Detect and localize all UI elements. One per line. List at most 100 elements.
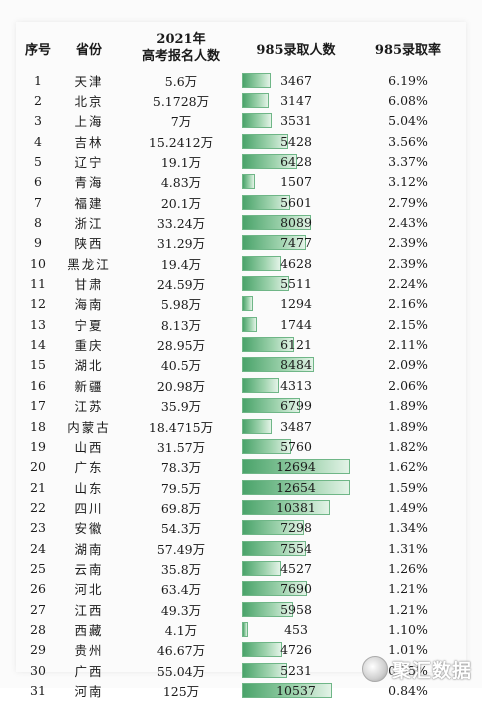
rate-cell: 3.56% <box>388 133 428 149</box>
admitted-value: 6428 <box>280 154 312 170</box>
admitted-bar <box>242 601 293 617</box>
admitted-bar <box>242 174 255 190</box>
admitted-bar <box>242 133 288 149</box>
table-row: 19 山西 31.57万 5760 1.82% <box>20 436 464 456</box>
header-rate: 985录取率 <box>374 42 442 58</box>
rate-cell: 1.49% <box>388 499 428 515</box>
admitted-value: 3531 <box>280 113 312 129</box>
rate-cell: 2.39% <box>388 255 428 271</box>
rate-cell: 6.08% <box>388 93 428 109</box>
rank-cell: 8 <box>34 215 42 231</box>
applicants-cell: 4.1万 <box>164 622 198 638</box>
admitted-cell: 10381 <box>240 499 352 516</box>
rate-cell: 1.89% <box>388 418 428 434</box>
rate-cell: 2.09% <box>388 357 428 373</box>
admitted-value: 5601 <box>280 194 312 210</box>
admitted-cell: 4726 <box>240 641 352 658</box>
admitted-bar <box>242 296 253 312</box>
rate-cell: 2.16% <box>388 296 428 312</box>
admitted-bar <box>242 154 297 170</box>
admitted-cell: 3467 <box>240 72 352 89</box>
rank-cell: 26 <box>30 581 46 597</box>
admitted-value: 3487 <box>280 418 312 434</box>
table-row: 11 甘肃 24.59万 5511 2.24% <box>20 273 464 293</box>
rate-cell: 2.43% <box>388 215 428 231</box>
admitted-cell: 5428 <box>240 133 352 150</box>
admitted-cell: 1507 <box>240 173 352 190</box>
admitted-cell: 12654 <box>240 479 352 496</box>
rate-cell: 1.82% <box>388 438 428 454</box>
admitted-bar <box>242 337 294 353</box>
admitted-value: 5231 <box>280 662 312 678</box>
province-cell: 山东 <box>74 480 104 496</box>
table-row: 4 吉林 15.2412万 5428 3.56% <box>20 131 464 151</box>
rank-cell: 6 <box>34 174 42 190</box>
admitted-value: 7477 <box>280 235 312 251</box>
admitted-cell: 8089 <box>240 214 352 231</box>
table-row: 12 海南 5.98万 1294 2.16% <box>20 294 464 314</box>
admitted-cell: 453 <box>240 621 352 638</box>
admitted-value: 4726 <box>280 642 312 658</box>
rank-cell: 5 <box>34 154 42 170</box>
table-row: 25 云南 35.8万 4527 1.26% <box>20 558 464 578</box>
rank-cell: 13 <box>30 316 46 332</box>
rank-cell: 15 <box>30 357 46 373</box>
table-row: 28 西藏 4.1万 453 1.10% <box>20 619 464 639</box>
rate-cell: 1.01% <box>388 642 428 658</box>
rank-cell: 17 <box>30 398 46 414</box>
table-row: 16 新疆 20.98万 4313 2.06% <box>20 375 464 395</box>
province-cell: 云南 <box>74 561 104 577</box>
table-row: 3 上海 7万 3531 5.04% <box>20 111 464 131</box>
table-row: 27 江西 49.3万 5958 1.21% <box>20 599 464 619</box>
table-row: 21 山东 79.5万 12654 1.59% <box>20 477 464 497</box>
admitted-cell: 4313 <box>240 377 352 394</box>
province-cell: 湖北 <box>74 358 104 374</box>
applicants-cell: 5.98万 <box>160 297 202 313</box>
admitted-bar <box>242 438 291 454</box>
rate-cell: 1.59% <box>388 479 428 495</box>
table-row: 9 陕西 31.29万 7477 2.39% <box>20 233 464 253</box>
applicants-cell: 57.49万 <box>156 541 206 557</box>
admitted-bar <box>242 479 350 495</box>
province-cell: 辽宁 <box>74 155 104 171</box>
rank-cell: 24 <box>30 540 46 556</box>
rate-cell: 6.19% <box>388 72 428 88</box>
province-cell: 安徽 <box>74 521 104 537</box>
province-cell: 广西 <box>74 663 104 679</box>
applicants-cell: 20.1万 <box>160 195 202 211</box>
admitted-bar <box>242 235 306 251</box>
province-cell: 浙江 <box>74 216 104 232</box>
admitted-value: 4527 <box>280 560 312 576</box>
admitted-bar <box>242 560 281 576</box>
admitted-bar <box>242 377 279 393</box>
admission-table: 序号 省份 2021年 高考报名人数 985录取人数 985录取率 1 天津 5.6… <box>20 26 464 701</box>
admitted-cell: 5958 <box>240 601 352 618</box>
province-cell: 黑龙江 <box>67 256 111 272</box>
province-cell: 陕西 <box>74 236 104 252</box>
province-cell: 北京 <box>74 94 104 110</box>
table-header: 序号 省份 2021年 高考报名人数 985录取人数 985录取率 <box>20 26 464 70</box>
rate-cell: 1.10% <box>388 621 428 637</box>
rank-cell: 2 <box>34 93 42 109</box>
rank-cell: 16 <box>30 377 46 393</box>
table-row: 10 黑龙江 19.4万 4628 2.39% <box>20 253 464 273</box>
admitted-value: 453 <box>284 621 308 637</box>
applicants-cell: 63.4万 <box>160 582 202 598</box>
applicants-cell: 5.1728万 <box>152 94 210 110</box>
rate-cell: 2.06% <box>388 377 428 393</box>
province-cell: 湖南 <box>74 541 104 557</box>
rate-cell: 2.39% <box>388 235 428 251</box>
province-cell: 西藏 <box>74 622 104 638</box>
admitted-cell: 6799 <box>240 397 352 414</box>
rank-cell: 9 <box>34 235 42 251</box>
province-cell: 新疆 <box>74 378 104 394</box>
rank-cell: 21 <box>30 479 46 495</box>
table-row: 13 宁夏 8.13万 1744 2.15% <box>20 314 464 334</box>
province-cell: 上海 <box>74 114 104 130</box>
admitted-cell: 5231 <box>240 662 352 679</box>
rate-cell: 1.21% <box>388 601 428 617</box>
admitted-cell: 6428 <box>240 153 352 170</box>
province-cell: 吉林 <box>74 134 104 150</box>
admitted-cell: 7554 <box>240 540 352 557</box>
admitted-value: 1744 <box>280 316 312 332</box>
